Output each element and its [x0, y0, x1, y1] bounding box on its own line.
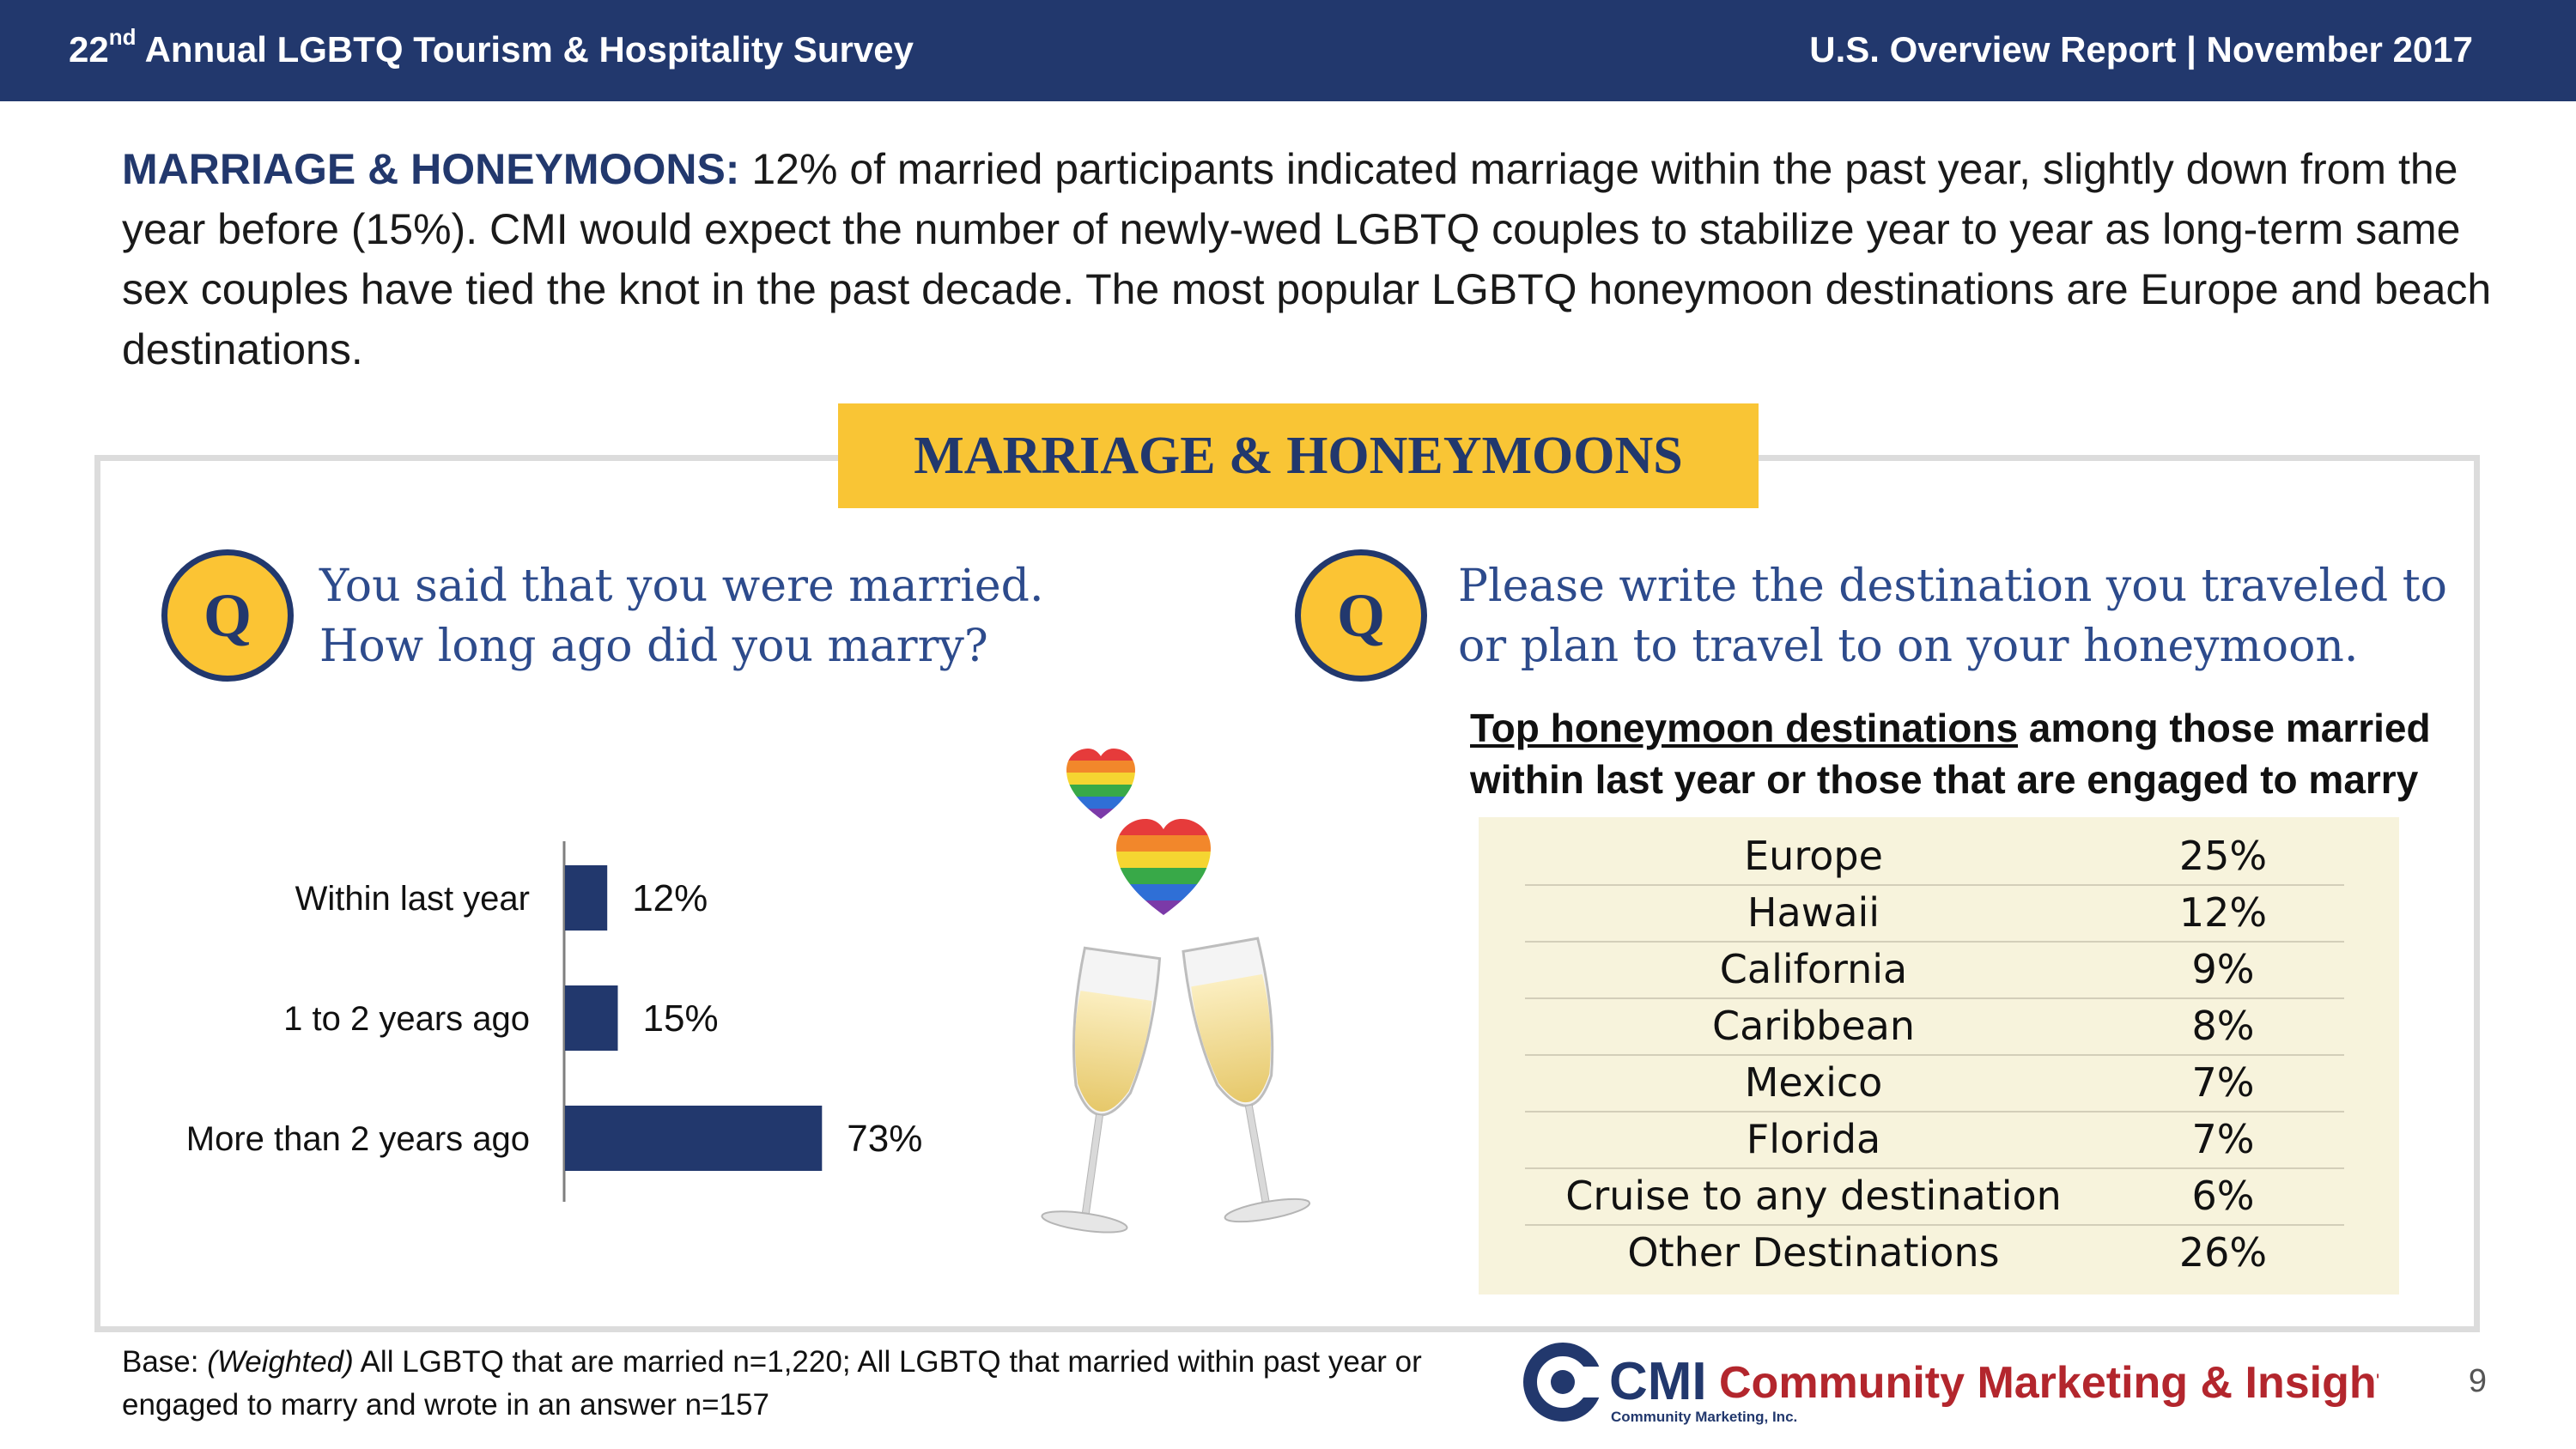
- destination-row: Cruise to any destination 6%: [1525, 1167, 2344, 1226]
- destination-row: Hawaii 12%: [1525, 884, 2344, 943]
- category-label: Within last year: [295, 880, 530, 918]
- destination-name: California: [1719, 946, 1908, 992]
- destination-value: 12%: [2178, 889, 2268, 936]
- rainbow-heart-large-icon: [1116, 819, 1211, 915]
- destination-row: Mexico 7%: [1525, 1054, 2344, 1113]
- question-right-line1: Please write the destination you travele…: [1458, 561, 2447, 612]
- cmi-logo-mark-icon: [1523, 1343, 1606, 1422]
- rainbow-heart-small-icon: [1066, 749, 1135, 819]
- destination-name: Other Destinations: [1627, 1229, 2000, 1276]
- summary-text: 12% of married participants indicated ma…: [122, 145, 2492, 373]
- logo-cmi-text: CMI: [1609, 1352, 1707, 1411]
- destination-row: California 9%: [1525, 941, 2344, 999]
- bar: [565, 865, 608, 931]
- question-right-line2: or plan to travel to on your honeymoon.: [1458, 621, 2359, 672]
- bar-value-label: 12%: [632, 877, 708, 919]
- destination-row: Europe 25%: [1525, 828, 2344, 886]
- destination-name: Florida: [1746, 1116, 1881, 1162]
- report-subtitle: U.S. Overview Report | November 2017: [1809, 29, 2473, 70]
- category-label: More than 2 years ago: [186, 1120, 530, 1158]
- category-label: 1 to 2 years ago: [283, 1000, 530, 1038]
- logo-company-name: Community Marketing & Insights: [1719, 1358, 2379, 1408]
- question-left-line2: How long ago did you marry?: [319, 621, 988, 672]
- destination-name: Cruise to any destination: [1565, 1173, 2062, 1219]
- destinations-caption-rest: among those married: [2018, 706, 2431, 750]
- cmi-logo: CMI Community Marketing & Insights Commu…: [1523, 1343, 2379, 1425]
- bar-value-label: 15%: [643, 997, 719, 1040]
- destination-value: 6%: [2191, 1173, 2255, 1219]
- logo-subtext: Community Marketing, Inc.: [1611, 1409, 1797, 1425]
- destination-name: Caribbean: [1711, 1003, 1916, 1049]
- champagne-hearts-illustration: [1041, 749, 1311, 1234]
- question-left-line1: You said that you were married.: [319, 561, 1044, 612]
- destinations-table: Europe 25% Hawaii 12% California 9% Caribbean 8…: [1479, 817, 2399, 1294]
- destinations-caption-line2: within last year or those that are engag…: [1470, 757, 2419, 802]
- marriage-timing-bar-chart: Within last year 12% 1 to 2 years ago 15% Mo…: [186, 841, 922, 1202]
- question-badge-left: Q: [161, 549, 294, 682]
- destination-row: Other Destinations 26%: [1525, 1224, 2344, 1281]
- page-number: 9: [2468, 1363, 2487, 1399]
- destination-name: Mexico: [1744, 1059, 1883, 1106]
- destination-value: 7%: [2191, 1059, 2255, 1106]
- report-title: 22nd Annual LGBTQ Tourism & Hospitality …: [69, 24, 914, 70]
- destination-value: 9%: [2191, 946, 2255, 992]
- bar: [565, 1106, 823, 1171]
- summary-paragraph: MARRIAGE & HONEYMOONS: 12% of married pa…: [122, 139, 2492, 379]
- base-footnote: Base: (Weighted) All LGBTQ that are marr…: [122, 1345, 1422, 1422]
- question-right: Please write the destination you travele…: [1458, 556, 2488, 676]
- destination-value: 26%: [2178, 1229, 2268, 1276]
- destination-value: 8%: [2191, 1003, 2255, 1049]
- bar: [565, 985, 618, 1051]
- destination-row: Caribbean 8%: [1525, 997, 2344, 1056]
- summary-lead: MARRIAGE & HONEYMOONS:: [122, 145, 740, 193]
- section-banner: MARRIAGE & HONEYMOONS: [838, 403, 1759, 508]
- champagne-glasses-icon: [1041, 937, 1311, 1234]
- destinations-caption: Top honeymoon destinations among those m…: [1470, 702, 2500, 805]
- destination-value: 7%: [2191, 1116, 2255, 1162]
- header-bar: 22nd Annual LGBTQ Tourism & Hospitality …: [0, 0, 2576, 101]
- destination-name: Hawaii: [1747, 889, 1880, 936]
- destinations-caption-underlined: Top honeymoon destinations: [1470, 706, 2019, 750]
- question-badge-right: Q: [1295, 549, 1427, 682]
- destination-row: Florida 7%: [1525, 1111, 2344, 1169]
- question-left: You said that you were married. How long…: [319, 556, 1092, 676]
- bar-value-label: 73%: [847, 1118, 922, 1160]
- destination-value: 25%: [2178, 833, 2268, 879]
- destination-name: Europe: [1744, 833, 1883, 879]
